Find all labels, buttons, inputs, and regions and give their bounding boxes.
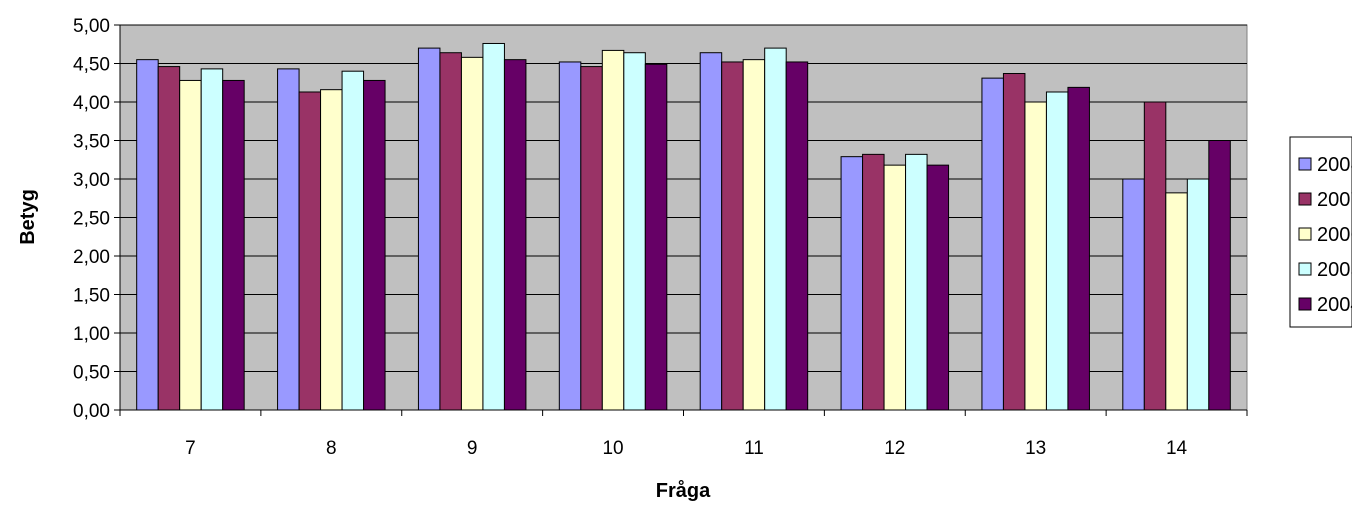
y-tick-label: 5,00 <box>73 16 110 37</box>
y-tick-label: 3,50 <box>73 132 110 153</box>
y-tick-label: 2,50 <box>73 209 110 230</box>
bar-2007-q12 <box>862 153 885 411</box>
bar-2008-q10 <box>558 61 582 411</box>
bar-2007-q7 <box>157 66 181 411</box>
y-tick-label: 2,00 <box>73 247 110 268</box>
bar-2004-q13 <box>1067 86 1090 411</box>
bar-2006-q7 <box>179 79 202 411</box>
bar-2005-q8 <box>341 70 365 411</box>
bar-2007-q11 <box>721 61 744 411</box>
x-tick-label: 10 <box>602 438 623 459</box>
bar-2008-q11 <box>699 52 723 411</box>
bar-2006-q14 <box>1165 192 1188 411</box>
bar-2007-q9 <box>439 52 462 411</box>
legend-label-2007: 2007 <box>1317 189 1352 211</box>
bar-2006-q13 <box>1024 101 1047 411</box>
y-tick-label: 4,00 <box>73 93 110 114</box>
bar-2008-q13 <box>981 77 1004 411</box>
bar-2004-q9 <box>503 59 527 411</box>
bar-2006-q10 <box>601 49 625 411</box>
legend: 2008 2007 2006 2005 2004 <box>1289 136 1352 328</box>
x-tick-label: 11 <box>744 438 764 459</box>
bar-2008-q9 <box>417 47 441 411</box>
x-tick-label: 7 <box>185 438 196 459</box>
y-tick-label: 0,50 <box>73 363 110 384</box>
bar-2006-q9 <box>460 56 484 411</box>
bar-2005-q11 <box>764 47 787 411</box>
y-tick-label: 1,00 <box>73 324 110 345</box>
legend-swatch-2007 <box>1298 192 1312 206</box>
bar-2006-q8 <box>320 89 343 411</box>
bar-2004-q7 <box>222 79 245 411</box>
legend-swatch-2005 <box>1298 262 1312 276</box>
bar-2004-q8 <box>363 79 386 411</box>
bar-2005-q13 <box>1045 91 1069 411</box>
bar-2005-q14 <box>1186 178 1210 411</box>
x-tick-label: 9 <box>467 438 478 459</box>
legend-label-2006: 2006 <box>1317 224 1352 246</box>
x-tick-label: 13 <box>1025 438 1046 459</box>
bar-2008-q8 <box>277 68 300 411</box>
bar-2004-q12 <box>926 164 950 411</box>
bar-2006-q11 <box>742 59 766 411</box>
x-tick-label: 12 <box>884 438 905 459</box>
bar-2004-q10 <box>644 63 668 411</box>
y-tick-label: 1,50 <box>73 286 110 307</box>
bar-2005-q7 <box>200 68 224 411</box>
bar-2008-q7 <box>136 59 159 411</box>
x-tick-label: 14 <box>1166 438 1188 459</box>
legend-label-2005: 2005 <box>1317 259 1352 281</box>
bar-2008-q14 <box>1122 178 1145 411</box>
bar-2007-q10 <box>580 66 603 411</box>
bar-2005-q10 <box>623 52 646 411</box>
bar-2004-q11 <box>785 61 809 411</box>
legend-label-2008: 2008 <box>1317 154 1352 176</box>
bar-2008-q12 <box>840 156 864 411</box>
x-axis-title: Fråga <box>656 479 711 502</box>
y-axis-ticks: 0,00 0,50 1,00 1,50 2,00 2,50 3,00 3,50 4,00 4,50… <box>73 16 120 422</box>
y-tick-label: 4,50 <box>73 55 110 76</box>
x-tick-label: 8 <box>326 438 337 459</box>
y-tick-label: 0,00 <box>73 401 110 422</box>
bar-2007-q13 <box>1002 73 1026 411</box>
legend-swatch-2004 <box>1298 297 1312 311</box>
bars <box>136 42 1231 411</box>
bar-2006-q12 <box>883 164 907 411</box>
legend-swatch-2008 <box>1298 157 1312 171</box>
x-axis-ticks: 7 8 9 10 11 12 13 14 <box>119 410 1248 459</box>
bar-2004-q14 <box>1208 140 1231 411</box>
bar-2007-q14 <box>1143 101 1167 411</box>
bar-2007-q8 <box>298 91 322 411</box>
legend-label-2004: 2004 <box>1317 294 1352 316</box>
bar-2005-q12 <box>905 153 928 411</box>
y-tick-label: 3,00 <box>73 170 110 191</box>
bar-2005-q9 <box>482 42 505 411</box>
y-axis-title: Betyg <box>17 189 39 245</box>
legend-swatch-2006 <box>1298 227 1312 241</box>
